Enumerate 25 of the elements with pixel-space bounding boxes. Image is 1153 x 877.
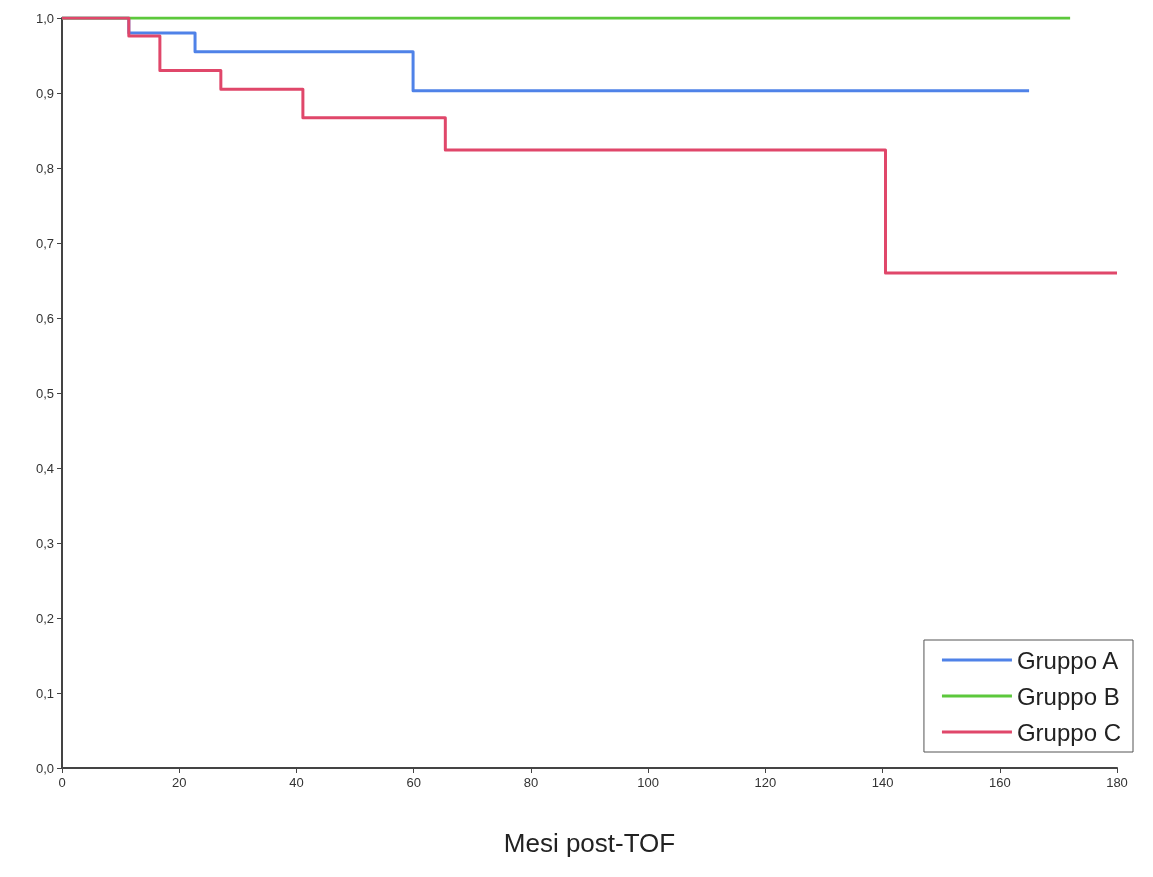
x-tick-label: 80	[523, 775, 539, 790]
y-tick-label: 0,9	[35, 85, 54, 101]
y-tick-label: 0,5	[35, 385, 54, 401]
y-tick-label: 0,1	[35, 685, 54, 701]
legend-label: Gruppo C	[1016, 718, 1122, 746]
x-tick-label: 60	[406, 775, 421, 790]
x-tick-label: 0	[58, 775, 66, 790]
x-tick-label: 100	[637, 775, 659, 790]
legend-label: Gruppo A	[1016, 646, 1119, 674]
x-axis-title: Mesi post-TOF	[503, 828, 676, 858]
x-tick-label: 180	[1106, 775, 1128, 790]
y-tick-label: 0,2	[35, 610, 54, 626]
y-tick-label: 0,7	[35, 235, 54, 251]
y-tick-label: 0,0	[35, 760, 54, 776]
x-tick-label: 20	[171, 775, 187, 790]
x-tick-label: 160	[988, 775, 1011, 790]
x-tick-label: 120	[754, 775, 777, 790]
y-tick-label: 0,6	[35, 310, 54, 326]
y-tick-label: 0,8	[35, 160, 54, 176]
x-tick-label: 40	[289, 775, 304, 790]
y-tick-label: 1,0	[35, 10, 54, 26]
y-tick-label: 0,3	[35, 535, 54, 551]
y-tick-label: 0,4	[35, 460, 54, 476]
x-tick-label: 140	[871, 775, 894, 790]
legend-label: Gruppo B	[1016, 682, 1120, 710]
